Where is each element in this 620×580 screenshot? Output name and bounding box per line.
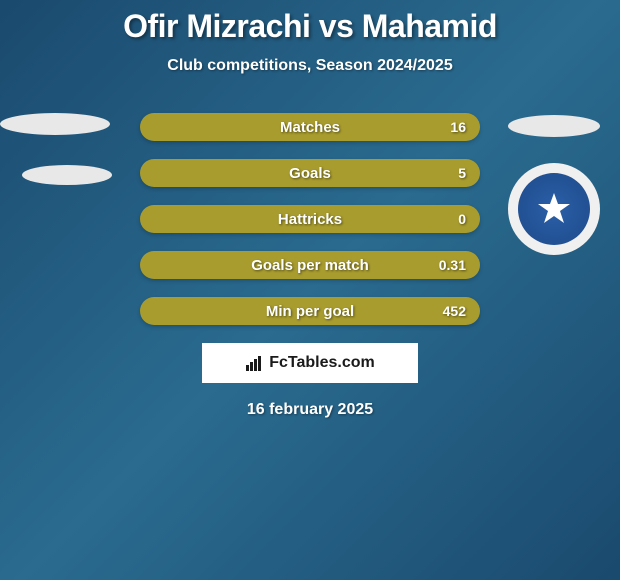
chart-icon	[245, 354, 263, 372]
stat-row-matches: Matches 16	[140, 113, 480, 141]
stat-value: 16	[450, 119, 466, 135]
stat-value: 0.31	[439, 257, 466, 273]
stats-area: Matches 16 Goals 5 Hattricks 0 Goals per…	[0, 113, 620, 419]
stat-row-min-per-goal: Min per goal 452	[140, 297, 480, 325]
club-logo-placeholder-left	[22, 165, 112, 185]
season-subtitle: Club competitions, Season 2024/2025	[0, 57, 620, 75]
player-photo-placeholder	[0, 113, 110, 135]
stat-row-goals-per-match: Goals per match 0.31	[140, 251, 480, 279]
stat-label: Min per goal	[266, 303, 354, 320]
stat-label: Goals	[289, 165, 331, 182]
watermark-text: FcTables.com	[269, 354, 375, 372]
snapshot-date: 16 february 2025	[0, 401, 620, 419]
stat-label: Goals per match	[251, 257, 369, 274]
stat-row-hattricks: Hattricks 0	[140, 205, 480, 233]
stat-value: 452	[443, 303, 466, 319]
left-placeholder-group	[0, 113, 112, 215]
stat-label: Matches	[280, 119, 340, 136]
player-photo-placeholder-right	[508, 115, 600, 137]
stat-label: Hattricks	[278, 211, 342, 228]
page-title: Ofir Mizrachi vs Mahamid	[0, 8, 620, 45]
watermark-link[interactable]: FcTables.com	[202, 343, 418, 383]
club-badge-right	[508, 163, 600, 255]
comparison-card: Ofir Mizrachi vs Mahamid Club competitio…	[0, 0, 620, 419]
stat-row-goals: Goals 5	[140, 159, 480, 187]
club-badge-emblem	[518, 173, 590, 245]
star-icon	[534, 189, 574, 229]
stat-value: 0	[458, 211, 466, 227]
stat-value: 5	[458, 165, 466, 181]
